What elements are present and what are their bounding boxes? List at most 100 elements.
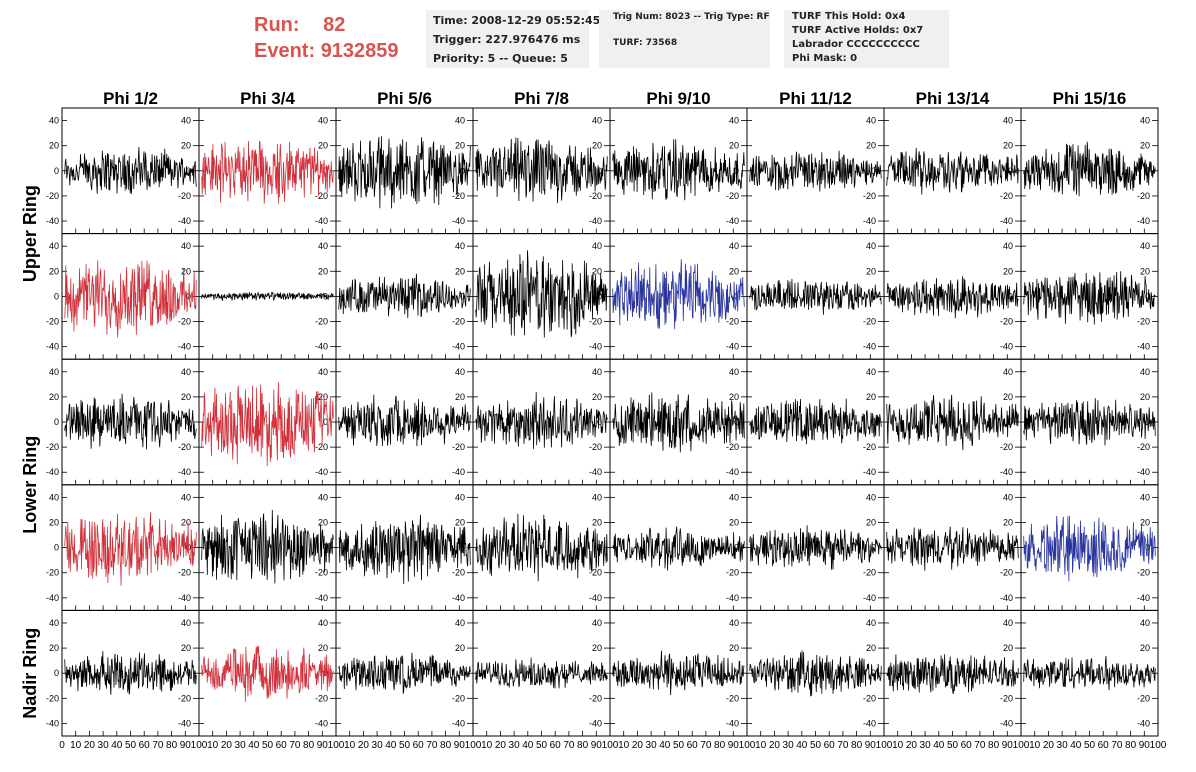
waveform-trace xyxy=(475,657,608,689)
waveform-trace xyxy=(64,512,197,586)
x-tick-label: 100 xyxy=(465,740,482,751)
waveform-trace xyxy=(612,526,745,571)
x-tick-label: 90 xyxy=(454,740,466,751)
y-tick-label: 20 xyxy=(181,517,191,527)
x-tick-label: 60 xyxy=(687,740,699,751)
y-tick-label: -40 xyxy=(1000,216,1013,226)
x-tick-label: 60 xyxy=(824,740,836,751)
x-tick-label: 50 xyxy=(673,740,685,751)
x-tick-label: 70 xyxy=(837,740,849,751)
y-tick-label: 40 xyxy=(729,618,739,628)
x-tick-label: 20 xyxy=(632,740,644,751)
y-tick-label: -20 xyxy=(1137,568,1150,578)
y-tick-label: -40 xyxy=(863,216,876,226)
x-tick-label: 80 xyxy=(1125,740,1137,751)
x-tick-label: 80 xyxy=(851,740,863,751)
y-tick-label: 20 xyxy=(181,141,191,151)
column-header: Phi 1/2 xyxy=(103,89,158,108)
y-tick-label: 20 xyxy=(1140,392,1150,402)
y-tick-label: -20 xyxy=(726,568,739,578)
y-tick-label: 20 xyxy=(729,141,739,151)
waveform-trace xyxy=(749,398,882,445)
column-header: Phi 15/16 xyxy=(1053,89,1127,108)
y-tick-label: 20 xyxy=(729,392,739,402)
y-tick-label: 20 xyxy=(1140,643,1150,653)
y-tick-label: 20 xyxy=(592,517,602,527)
x-tick-label: 80 xyxy=(166,740,178,751)
x-tick-label: 20 xyxy=(358,740,370,751)
y-tick-label: 0 xyxy=(1008,417,1013,427)
y-tick-label: -20 xyxy=(863,317,876,327)
waveform-trace xyxy=(749,150,882,192)
waveform-trace xyxy=(886,526,1019,571)
x-tick-label: 60 xyxy=(139,740,151,751)
y-tick-label: 40 xyxy=(1140,492,1150,502)
priority-text: Priority: 5 -- Queue: 5 xyxy=(433,52,568,65)
y-tick-label: -20 xyxy=(46,317,59,327)
y-tick-label: 20 xyxy=(729,643,739,653)
y-tick-label: 20 xyxy=(729,517,739,527)
y-tick-label: -20 xyxy=(1000,442,1013,452)
y-tick-label: -40 xyxy=(452,593,465,603)
y-tick-label: 20 xyxy=(49,141,59,151)
y-tick-label: 40 xyxy=(181,367,191,377)
x-tick-label: 90 xyxy=(180,740,192,751)
run-label: Run: xyxy=(254,14,300,36)
x-tick-label: 10 xyxy=(481,740,493,751)
y-tick-label: -20 xyxy=(315,442,328,452)
y-tick-label: 40 xyxy=(866,492,876,502)
column-header: Phi 5/6 xyxy=(377,89,432,108)
waveform-trace xyxy=(201,381,334,467)
waveform-trace xyxy=(612,139,745,201)
y-tick-label: -20 xyxy=(178,191,191,201)
y-tick-label: -40 xyxy=(46,467,59,477)
x-tick-label: 60 xyxy=(413,740,425,751)
panel-frame xyxy=(883,358,1022,486)
x-tick-label: 50 xyxy=(399,740,411,751)
y-tick-label: 20 xyxy=(866,266,876,276)
y-tick-label: -20 xyxy=(315,693,328,703)
y-tick-label: 20 xyxy=(1003,517,1013,527)
x-tick-label: 50 xyxy=(536,740,548,751)
y-tick-label: 0 xyxy=(597,417,602,427)
event-label: Event: xyxy=(254,40,316,62)
y-tick-label: 20 xyxy=(181,392,191,402)
y-tick-label: 40 xyxy=(49,241,59,251)
y-tick-label: 40 xyxy=(1140,241,1150,251)
y-tick-label: 40 xyxy=(1003,241,1013,251)
x-tick-label: 30 xyxy=(372,740,384,751)
x-tick-label: 100 xyxy=(876,740,893,751)
y-tick-label: -40 xyxy=(589,342,602,352)
y-tick-label: -40 xyxy=(726,467,739,477)
y-tick-label: 40 xyxy=(318,241,328,251)
waveform-trace xyxy=(475,392,608,449)
turf-this-hold-text: TURF This Hold: 0x4 xyxy=(792,11,906,22)
waveform-trace xyxy=(475,137,608,204)
waveform-trace xyxy=(64,650,197,695)
x-tick-label: 90 xyxy=(865,740,877,751)
run-line: Run: 82 xyxy=(254,12,399,38)
y-tick-label: 0 xyxy=(54,166,59,176)
x-tick-label: 0 xyxy=(59,740,65,751)
y-tick-label: 40 xyxy=(455,241,465,251)
y-tick-label: -40 xyxy=(178,593,191,603)
waveform-trace xyxy=(201,645,334,702)
y-tick-label: 40 xyxy=(1003,618,1013,628)
y-tick-label: 40 xyxy=(1140,116,1150,126)
y-tick-label: -40 xyxy=(863,342,876,352)
y-tick-label: -40 xyxy=(726,342,739,352)
x-tick-label: 80 xyxy=(988,740,1000,751)
waveform-trace xyxy=(886,276,1019,319)
y-tick-label: -40 xyxy=(452,216,465,226)
y-tick-label: 40 xyxy=(1003,492,1013,502)
y-tick-label: 20 xyxy=(318,643,328,653)
y-tick-label: 0 xyxy=(54,291,59,301)
x-tick-label: 40 xyxy=(796,740,808,751)
run-value: 82 xyxy=(323,14,346,36)
y-tick-label: -20 xyxy=(589,317,602,327)
y-tick-label: 40 xyxy=(181,618,191,628)
x-tick-label: 30 xyxy=(783,740,795,751)
x-tick-label: 10 xyxy=(70,740,82,751)
x-tick-label: 60 xyxy=(1098,740,1110,751)
